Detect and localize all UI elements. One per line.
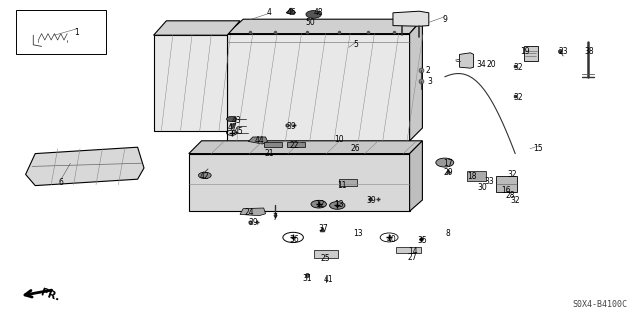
Polygon shape: [460, 53, 474, 68]
Polygon shape: [314, 250, 338, 258]
Text: 31: 31: [302, 274, 312, 283]
Text: 2: 2: [425, 66, 430, 75]
Text: 36: 36: [289, 235, 300, 244]
Bar: [16, 10, 106, 54]
Text: 10: 10: [334, 135, 344, 144]
Text: 25: 25: [320, 254, 330, 263]
Circle shape: [330, 202, 345, 209]
Text: 32: 32: [513, 63, 524, 72]
Text: 39: 39: [366, 196, 376, 204]
Text: 44: 44: [254, 136, 264, 145]
Bar: [264, 142, 282, 147]
Text: 1: 1: [74, 28, 79, 36]
Polygon shape: [154, 21, 240, 35]
Text: 3: 3: [428, 77, 433, 86]
Text: 11: 11: [338, 181, 347, 190]
Text: 33: 33: [484, 177, 495, 186]
Text: 17: 17: [443, 159, 453, 168]
Text: 43: 43: [232, 116, 242, 124]
Text: 30: 30: [477, 183, 487, 192]
Text: 13: 13: [334, 200, 344, 209]
Text: 35: 35: [417, 236, 428, 245]
Text: 46: 46: [286, 8, 296, 17]
Text: 32: 32: [507, 170, 517, 179]
Text: 20: 20: [486, 60, 497, 68]
Text: 22: 22: [290, 141, 299, 150]
Text: 38: 38: [584, 47, 594, 56]
Text: 45: 45: [233, 127, 243, 136]
Text: 39: 39: [286, 122, 296, 131]
Bar: [287, 142, 305, 147]
Circle shape: [198, 172, 211, 179]
Text: 37: 37: [318, 224, 328, 233]
Polygon shape: [227, 19, 422, 34]
Text: 40: 40: [387, 235, 397, 244]
Polygon shape: [26, 147, 144, 186]
Text: 14: 14: [408, 247, 418, 256]
Text: 32: 32: [510, 196, 520, 204]
Polygon shape: [393, 11, 429, 26]
Text: 18: 18: [468, 172, 477, 180]
Polygon shape: [410, 19, 422, 141]
Polygon shape: [339, 179, 357, 186]
Text: 19: 19: [520, 47, 530, 56]
Polygon shape: [524, 46, 538, 61]
Text: 39: 39: [248, 218, 258, 227]
Text: 21: 21: [264, 149, 273, 158]
Text: 5: 5: [353, 40, 358, 49]
Polygon shape: [286, 8, 296, 14]
Text: 9: 9: [442, 15, 447, 24]
Text: 8: 8: [445, 229, 451, 238]
Text: 6: 6: [58, 178, 63, 187]
Text: 24: 24: [244, 208, 255, 217]
Circle shape: [436, 158, 454, 167]
Text: 23: 23: [558, 47, 568, 56]
Circle shape: [306, 11, 321, 18]
Text: 27: 27: [408, 253, 418, 262]
Polygon shape: [396, 247, 421, 253]
Polygon shape: [189, 141, 422, 154]
Text: 13: 13: [353, 229, 364, 238]
Text: 47: 47: [227, 123, 237, 132]
Polygon shape: [227, 34, 410, 141]
Text: 28: 28: [506, 191, 515, 200]
Text: 4: 4: [266, 8, 271, 17]
Text: 26: 26: [350, 144, 360, 153]
Text: 42: 42: [200, 172, 210, 180]
Polygon shape: [189, 154, 410, 211]
Polygon shape: [496, 176, 517, 192]
Text: 50: 50: [305, 18, 315, 27]
Text: 12: 12: [316, 200, 324, 209]
Text: 34: 34: [476, 60, 486, 68]
Text: 15: 15: [532, 144, 543, 153]
Text: 29: 29: [443, 168, 453, 177]
Polygon shape: [467, 171, 486, 181]
Text: 16: 16: [500, 186, 511, 195]
Circle shape: [311, 200, 326, 208]
Text: FR.: FR.: [40, 287, 61, 303]
Polygon shape: [240, 208, 266, 216]
Text: 48: 48: [314, 8, 324, 17]
Polygon shape: [154, 35, 227, 131]
Polygon shape: [248, 137, 268, 144]
Text: 41: 41: [323, 275, 333, 284]
Text: S0X4-B4100C: S0X4-B4100C: [572, 300, 627, 309]
Polygon shape: [410, 141, 422, 211]
Text: 32: 32: [513, 93, 524, 102]
Text: 7: 7: [273, 213, 278, 222]
Circle shape: [227, 116, 237, 122]
